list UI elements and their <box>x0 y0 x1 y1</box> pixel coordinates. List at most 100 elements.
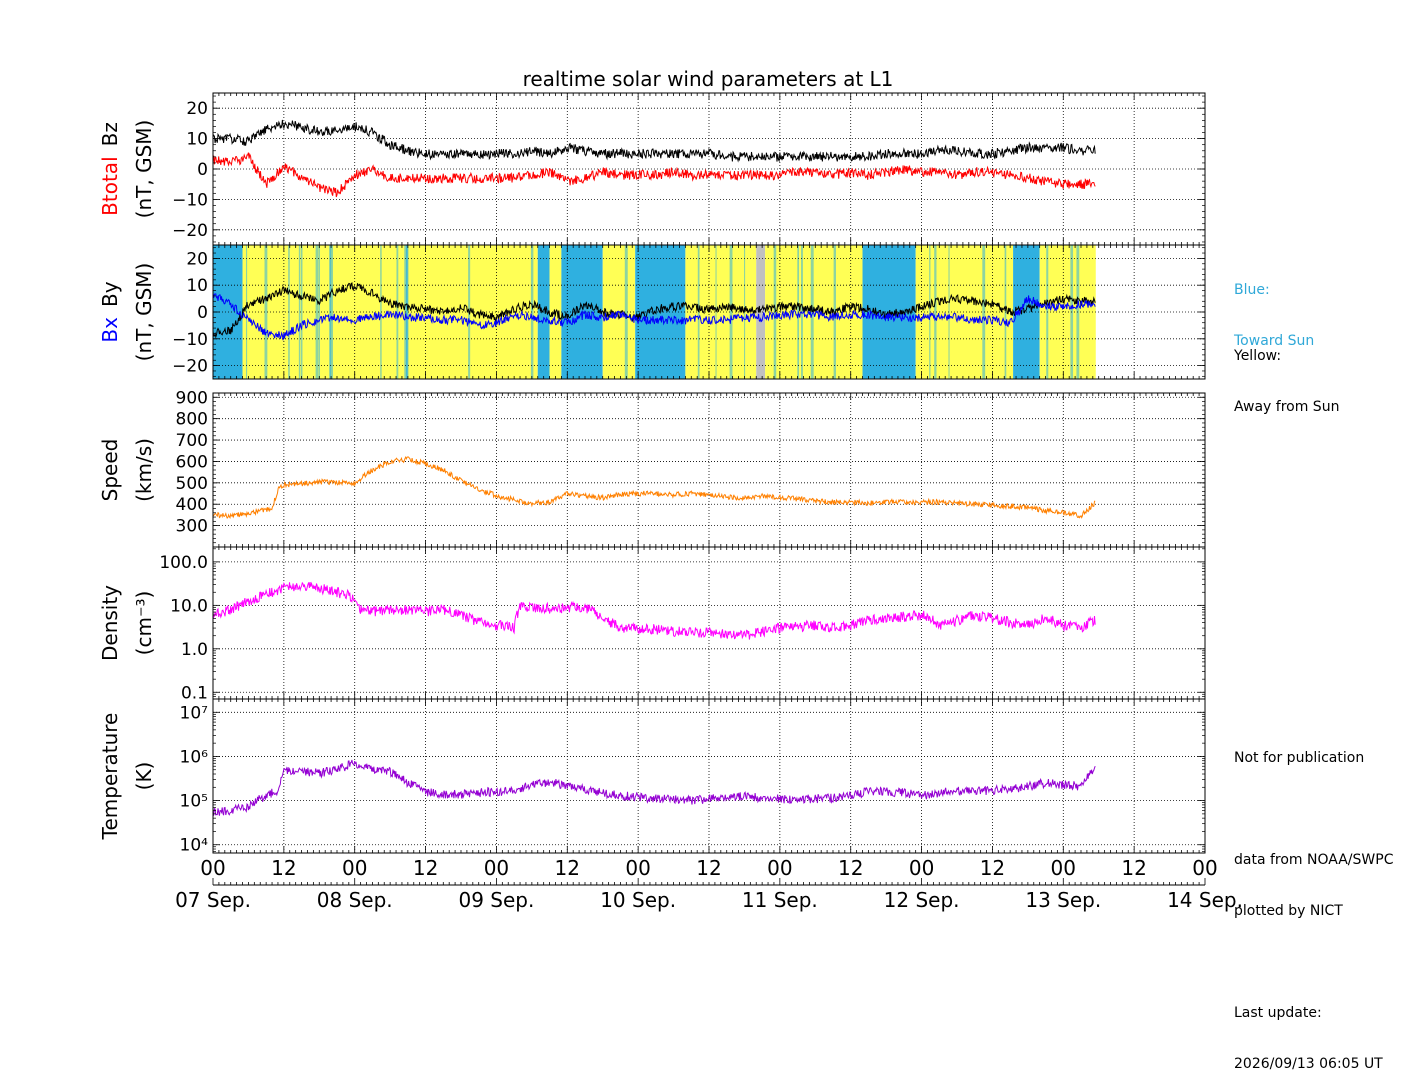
sector-stripe <box>729 245 733 379</box>
time-date-label: 14 Sep. <box>1167 888 1243 912</box>
sector-no_data-band <box>756 245 766 379</box>
y-tick-label: −10 <box>172 330 208 350</box>
figure-title: realtime solar wind parameters at L1 <box>523 67 894 91</box>
x-axis: 00 12 00 12 00 12 00 12 00 12 00 12 00 12 00 07 Sep. 08 … <box>175 856 1243 912</box>
sector-stripe <box>929 245 931 379</box>
y-label-unit: (km/s) <box>132 438 156 502</box>
y-tick-label: 20 <box>186 99 208 119</box>
yellow-note-label: Yellow: <box>1234 348 1282 364</box>
blue-sector-note: Blue: Toward Sun <box>1234 248 1314 367</box>
y-tick-label: 10⁴ <box>180 836 209 856</box>
sector-stripe <box>406 245 409 379</box>
credits-note: Not for publication data from NOAA/SWPC … <box>1234 716 1393 1090</box>
y-tick-label: 800 <box>176 410 208 430</box>
sector-stripe <box>330 245 333 379</box>
panel-density: 0.1 1.0 10.0 100.0 Density (cm⁻³) <box>98 546 1206 703</box>
y-label-by: By <box>98 281 122 307</box>
sector-stripe <box>624 245 628 379</box>
time-hour-label: 12 <box>696 856 721 880</box>
y-label-unit: (nT, GSM) <box>132 263 156 362</box>
y-tick-label: 1.0 <box>181 640 208 660</box>
time-date-label: 11 Sep. <box>742 888 818 912</box>
y-label-line1: Bx By <box>98 281 122 342</box>
time-hour-label: 00 <box>484 856 509 880</box>
y-label-name: Density <box>98 585 122 661</box>
y-label-btotal: Btotal <box>98 156 122 215</box>
y-tick-label: 10.0 <box>170 596 208 616</box>
blue-note-label: Blue: <box>1234 282 1270 298</box>
sector-stripe <box>396 245 399 379</box>
time-hour-label: 00 <box>767 856 792 880</box>
y-tick-label: 10⁷ <box>180 703 209 723</box>
panel-magnetic-field-bt-bz: −20 −10 0 10 20 Btotal Bz (nT, GSM) <box>98 92 1206 246</box>
time-hour-label: 00 <box>200 856 225 880</box>
y-tick-label: −20 <box>172 357 208 377</box>
y-label-line1: Btotal Bz <box>98 122 122 216</box>
time-date-label: 07 Sep. <box>175 888 251 912</box>
panel-frame <box>212 698 1206 854</box>
sector-stripe <box>934 245 937 379</box>
grid <box>213 393 1205 547</box>
y-tick-label: 700 <box>176 431 208 451</box>
y-label-unit: (cm⁻³) <box>132 591 156 656</box>
yellow-sector-note: Yellow: Away from Sun <box>1234 314 1339 433</box>
time-hour-label: 00 <box>909 856 934 880</box>
time-date-label: 13 Sep. <box>1025 888 1101 912</box>
y-tick-label: 500 <box>176 474 208 494</box>
last-update-value: 2026/09/13 06:05 UT <box>1234 1056 1383 1072</box>
sector-stripe <box>530 245 534 379</box>
sector-stripe <box>380 245 382 379</box>
series-density-line <box>212 581 1096 640</box>
series-by-line <box>212 282 1096 339</box>
y-tick-label: 0.1 <box>181 683 208 703</box>
y-tick-label: 10 <box>186 130 208 150</box>
not-for-publication: Not for publication <box>1234 750 1365 766</box>
plotted-by: plotted by NICT <box>1234 903 1343 919</box>
time-hour-label: 12 <box>271 856 296 880</box>
sector-stripe <box>982 245 986 379</box>
time-date-label: 09 Sep. <box>458 888 534 912</box>
y-label-unit: (K) <box>132 762 156 791</box>
solar-wind-figure: realtime solar wind parameters at L1 −20… <box>98 67 1243 912</box>
y-tick-label: 10 <box>186 276 208 296</box>
series-bz-line <box>212 152 1096 198</box>
y-tick-label: 20 <box>186 249 208 269</box>
time-hour-label: 12 <box>838 856 863 880</box>
time-hour-label: 12 <box>980 856 1005 880</box>
sector-stripe <box>318 245 320 379</box>
panel-magnetic-field-bx-by: −20 −10 0 10 20 Bx By (nT, GSM) <box>98 244 1206 380</box>
panel-temperature: 10⁴ 10⁵ 10⁶ 10⁷ Temperature (K) <box>98 698 1206 856</box>
y-tick-label: 600 <box>176 452 208 472</box>
time-hour-label: 12 <box>1121 856 1146 880</box>
y-axis-label: Temperature (K) <box>98 713 156 841</box>
grid <box>213 699 1205 853</box>
time-hour-label: 00 <box>1051 856 1076 880</box>
y-axis-label: Btotal Bz (nT, GSM) <box>98 120 156 219</box>
y-axis-label: Bx By (nT, GSM) <box>98 263 156 362</box>
sector-stripe <box>948 245 950 379</box>
y-tick-label: 900 <box>176 388 208 408</box>
y-tick-label: 300 <box>176 517 208 537</box>
y-axis-label: Density (cm⁻³) <box>98 585 156 661</box>
chart-panels: −20 −10 0 10 20 Btotal Bz (nT, GSM) −20 −10 0 10 20 B… <box>98 92 1206 856</box>
sector-stripe <box>300 245 303 379</box>
time-hour-label: 00 <box>342 856 367 880</box>
yellow-note-desc: Away from Sun <box>1234 399 1340 415</box>
time-hour-label: 12 <box>555 856 580 880</box>
y-tick-label: 10⁶ <box>180 747 209 767</box>
y-tick-label: 10⁵ <box>180 792 208 812</box>
grid <box>213 93 1205 245</box>
time-hour-label: 00 <box>1192 856 1217 880</box>
series-btotal-line <box>212 119 1096 163</box>
y-tick-label: 0 <box>197 160 208 180</box>
sector-stripe <box>697 245 700 379</box>
grid <box>213 245 1205 379</box>
panel-frame <box>212 392 1206 548</box>
time-date-label: 10 Sep. <box>600 888 676 912</box>
y-tick-label: 400 <box>176 495 208 515</box>
series-speed-line <box>212 456 1096 520</box>
series-temperature-line <box>212 759 1096 817</box>
y-tick-label: 100.0 <box>159 553 208 573</box>
series-bx-line <box>212 293 1096 341</box>
